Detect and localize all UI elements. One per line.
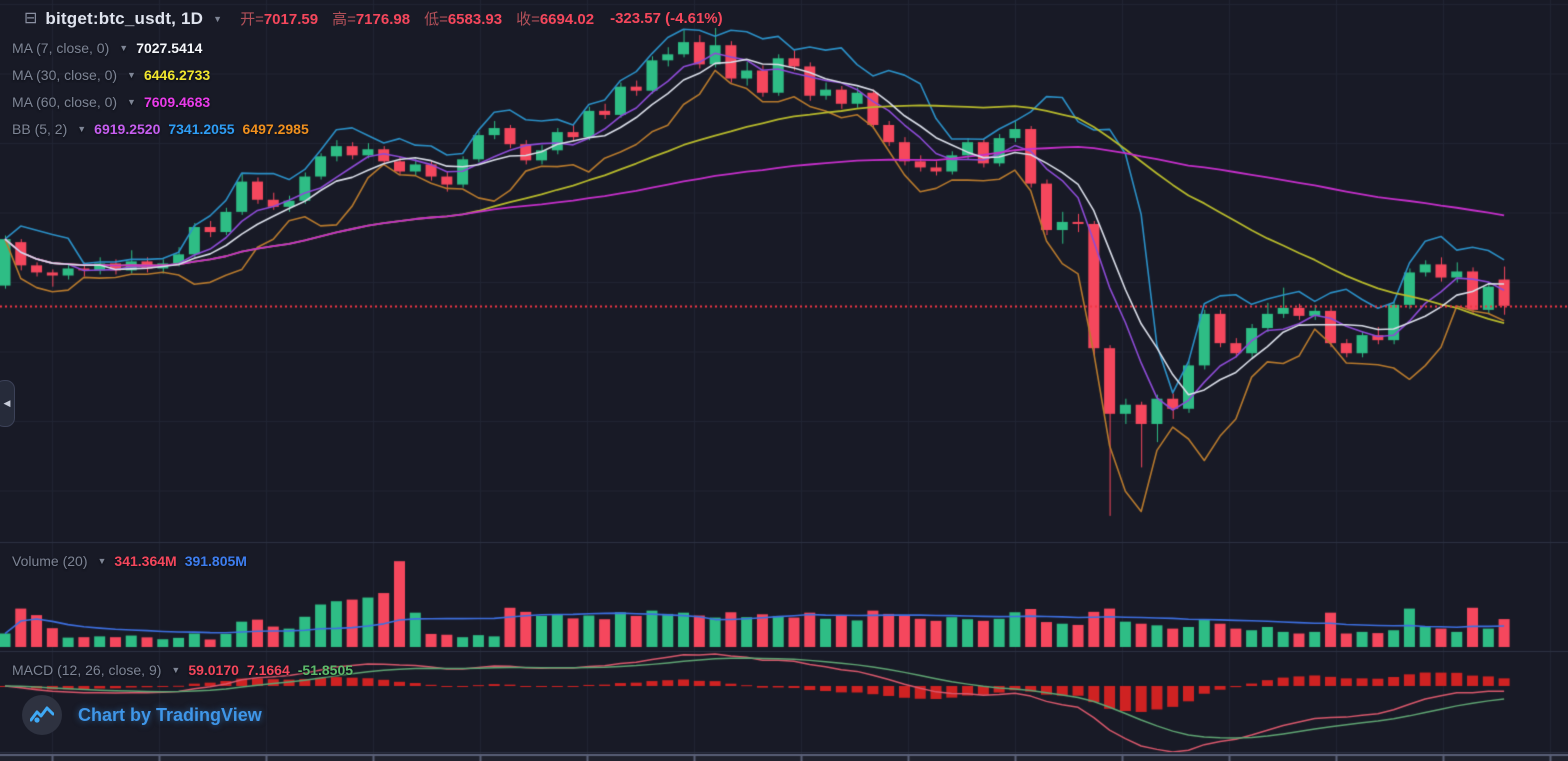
- volume-current-value: 341.364M: [114, 553, 177, 569]
- chevron-left-icon: ◀: [3, 398, 11, 408]
- volume-ma-value: 391.805M: [184, 553, 247, 569]
- ma30-label[interactable]: MA (30, close, 0): [12, 67, 118, 83]
- macd-value-1: 59.0170: [188, 662, 239, 678]
- chevron-down-icon[interactable]: ▼: [171, 665, 181, 675]
- chevron-down-icon[interactable]: ▼: [97, 556, 107, 566]
- macd-label[interactable]: MACD (12, 26, close, 9): [12, 662, 162, 678]
- chevron-down-icon: ▼: [213, 13, 223, 24]
- volume-label[interactable]: Volume (20): [12, 553, 88, 569]
- legend-macd: MACD (12, 26, close, 9) ▼ 59.0170 7.1664…: [12, 662, 353, 678]
- legend-ma30: MA (30, close, 0) ▼ 6446.2733: [12, 67, 210, 83]
- macd-value-2: 7.1664: [246, 662, 290, 678]
- legend-bb: BB (5, 2) ▼ 6919.2520 7341.2055 6497.298…: [12, 121, 309, 137]
- chart-header: ⊟ bitget:btc_usdt, 1D ▼ 开=7017.59 高=7176…: [24, 8, 723, 29]
- ma7-value: 7027.5414: [136, 40, 203, 56]
- close-value: 6694.02: [539, 11, 595, 28]
- symbol-title: bitget:btc_usdt, 1D: [45, 8, 204, 28]
- ohlc-readout: 开=7017.59 高=7176.98 低=6583.93 收=6694.02 …: [240, 8, 723, 29]
- high-label: 高=: [332, 11, 356, 28]
- legend-ma60: MA (60, close, 0) ▼ 7609.4683: [12, 94, 210, 110]
- symbol-menu[interactable]: ⊟ bitget:btc_usdt, 1D ▼: [24, 9, 222, 29]
- tradingview-attribution-text: Chart by TradingView: [78, 704, 262, 725]
- bb-basis-value: 6919.2520: [94, 121, 161, 137]
- tradingview-attribution[interactable]: Chart by TradingView: [22, 695, 262, 735]
- close-label: 收=: [516, 11, 540, 28]
- bb-lower-value: 6497.2985: [242, 121, 309, 137]
- open-value: 7017.59: [263, 11, 319, 28]
- change-readout: -323.57 (-4.61%): [610, 10, 723, 27]
- ma60-value: 7609.4683: [143, 94, 211, 110]
- low-label: 低=: [424, 11, 448, 28]
- ma60-label[interactable]: MA (60, close, 0): [12, 94, 118, 110]
- legend-ma7: MA (7, close, 0) ▼ 7027.5414: [12, 40, 202, 56]
- ma7-label[interactable]: MA (7, close, 0): [12, 40, 110, 56]
- tradingview-logo-icon: [22, 695, 62, 735]
- chevron-down-icon[interactable]: ▼: [77, 124, 87, 134]
- macd-hist-value: -51.8505: [297, 662, 354, 678]
- layout-icon: ⊟: [24, 9, 38, 27]
- low-value: 6583.93: [447, 11, 503, 28]
- bb-label[interactable]: BB (5, 2): [12, 121, 68, 137]
- chevron-down-icon[interactable]: ▼: [119, 43, 129, 53]
- chevron-down-icon[interactable]: ▼: [127, 97, 136, 107]
- chevron-down-icon[interactable]: ▼: [127, 70, 136, 80]
- ma30-value: 6446.2733: [143, 67, 211, 83]
- open-label: 开=: [240, 11, 264, 28]
- bb-upper-value: 7341.2055: [168, 121, 235, 137]
- sidebar-collapse-handle[interactable]: ◀: [0, 380, 15, 427]
- legend-volume: Volume (20) ▼ 341.364M 391.805M: [12, 553, 247, 569]
- high-value: 7176.98: [355, 11, 411, 28]
- time-scrollbar[interactable]: [0, 753, 1568, 761]
